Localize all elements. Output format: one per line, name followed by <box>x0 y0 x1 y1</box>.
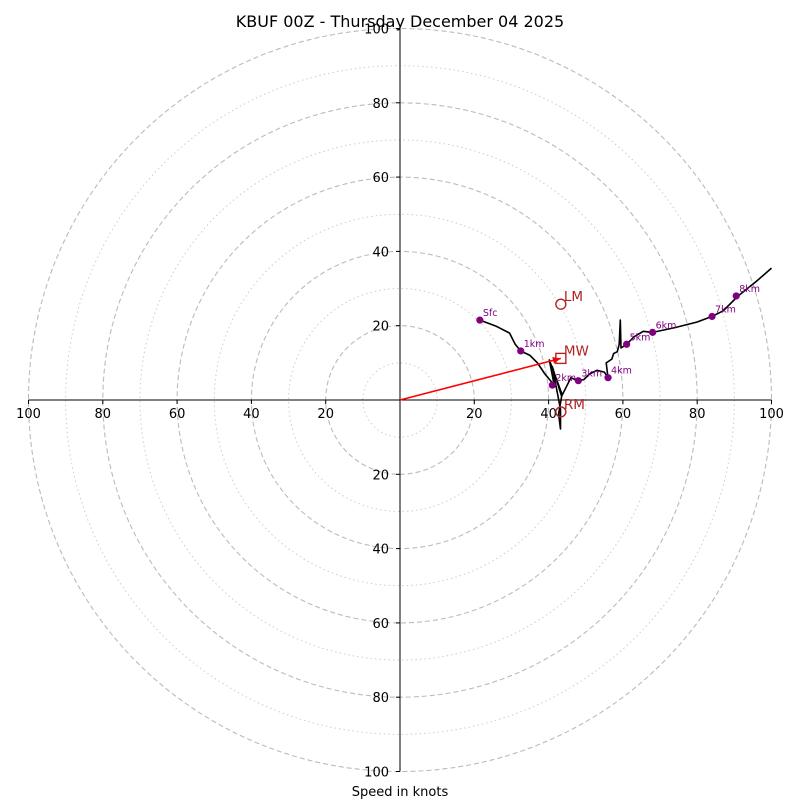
x-tick-label: 100 <box>16 407 41 422</box>
x-tick-label: 100 <box>759 407 784 422</box>
y-tick-label: 20 <box>372 468 389 483</box>
storm-marker-mw <box>555 352 567 365</box>
y-tick-label: 80 <box>372 691 389 706</box>
x-tick-label: 40 <box>243 407 260 422</box>
height-label-4km: 4km <box>611 366 632 377</box>
y-tick-label: 80 <box>372 97 389 112</box>
storm-motion-markers: LM MW RM <box>555 289 589 418</box>
height-marker-4km <box>604 374 612 382</box>
y-tick-label: 60 <box>372 171 389 186</box>
height-marker-2km <box>548 381 556 389</box>
height-label-7km: 7km <box>715 304 736 315</box>
axis-tick-labels: 100 100 80 80 60 60 40 40 20 20 20 20 40 40 60 60 80 80 10… <box>16 23 784 781</box>
mean-wind-vector-group <box>399 357 562 401</box>
height-label-3km: 3km <box>581 369 602 380</box>
height-marker-3km <box>574 377 582 385</box>
height-label-1km: 1km <box>524 339 545 350</box>
height-marker-6km <box>649 328 657 336</box>
height-label-2km: 2km <box>555 373 576 384</box>
height-label-8km: 8km <box>739 284 760 295</box>
x-tick-label: 20 <box>466 407 483 422</box>
y-tick-label: 20 <box>372 320 389 335</box>
y-tick-label: 100 <box>364 766 389 781</box>
x-tick-label: 80 <box>689 407 706 422</box>
height-marker-8km <box>732 292 740 300</box>
mean-wind-vector <box>399 357 562 401</box>
storm-label-mw: MW <box>564 343 589 359</box>
height-marker-7km <box>708 312 716 321</box>
x-tick-label: 60 <box>615 407 632 422</box>
x-tick-label: 80 <box>95 407 112 422</box>
x-tick-label: 40 <box>540 407 557 422</box>
height-label-sfc: Sfc <box>483 308 498 319</box>
storm-label-lm: LM <box>564 289 583 305</box>
y-tick-label: 100 <box>364 23 389 38</box>
storm-marker-lm <box>555 298 567 310</box>
x-tick-label: 20 <box>317 407 334 422</box>
height-label-6km: 6km <box>656 320 677 331</box>
y-tick-label: 40 <box>372 245 389 260</box>
hodograph-trace <box>479 267 773 430</box>
height-marker-5km <box>623 340 631 348</box>
height-label-5km: 5km <box>630 332 651 343</box>
x-axis-label: Speed in knots <box>352 785 449 800</box>
x-tick-label: 60 <box>169 407 186 422</box>
storm-marker-rm <box>555 406 567 418</box>
storm-label-rm: RM <box>564 397 585 413</box>
y-tick-label: 60 <box>372 617 389 632</box>
y-tick-label: 40 <box>372 543 389 558</box>
height-marker-1km <box>517 347 525 355</box>
chart-title: KBUF 00Z - Thursday December 04 2025 <box>236 12 564 31</box>
wind-trace <box>479 267 773 430</box>
height-marker-sfc <box>476 316 484 324</box>
